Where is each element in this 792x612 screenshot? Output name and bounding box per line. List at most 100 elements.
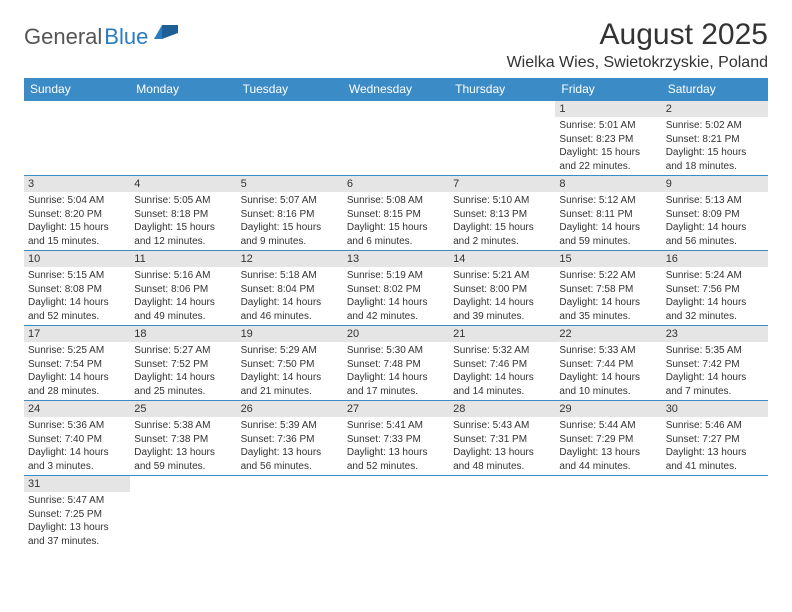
calendar-cell [237, 476, 343, 551]
day-number: 13 [343, 251, 449, 267]
calendar-cell: 23Sunrise: 5:35 AMSunset: 7:42 PMDayligh… [662, 326, 768, 401]
calendar-cell [555, 476, 661, 551]
day-data: Sunrise: 5:13 AMSunset: 8:09 PMDaylight:… [662, 192, 768, 250]
header-row: GeneralBlue August 2025 Wielka Wies, Swi… [24, 18, 768, 72]
day-number: 15 [555, 251, 661, 267]
day-data: Sunrise: 5:01 AMSunset: 8:23 PMDaylight:… [555, 117, 661, 175]
location: Wielka Wies, Swietokrzyskie, Poland [507, 54, 768, 72]
day-data: Sunrise: 5:18 AMSunset: 8:04 PMDaylight:… [237, 267, 343, 325]
day-number: 10 [24, 251, 130, 267]
logo-text-2: Blue [104, 24, 148, 50]
calendar-cell: 27Sunrise: 5:41 AMSunset: 7:33 PMDayligh… [343, 401, 449, 476]
day-header: Tuesday [237, 78, 343, 101]
logo-text-1: General [24, 24, 102, 50]
day-number: 22 [555, 326, 661, 342]
day-number: 6 [343, 176, 449, 192]
day-number: 5 [237, 176, 343, 192]
calendar-cell: 11Sunrise: 5:16 AMSunset: 8:06 PMDayligh… [130, 251, 236, 326]
day-data: Sunrise: 5:05 AMSunset: 8:18 PMDaylight:… [130, 192, 236, 250]
day-data: Sunrise: 5:27 AMSunset: 7:52 PMDaylight:… [130, 342, 236, 400]
day-data: Sunrise: 5:10 AMSunset: 8:13 PMDaylight:… [449, 192, 555, 250]
day-header: Thursday [449, 78, 555, 101]
calendar-cell: 16Sunrise: 5:24 AMSunset: 7:56 PMDayligh… [662, 251, 768, 326]
day-number: 8 [555, 176, 661, 192]
calendar-cell: 25Sunrise: 5:38 AMSunset: 7:38 PMDayligh… [130, 401, 236, 476]
day-number: 28 [449, 401, 555, 417]
logo-icon [154, 21, 182, 46]
day-number: 30 [662, 401, 768, 417]
calendar-cell: 29Sunrise: 5:44 AMSunset: 7:29 PMDayligh… [555, 401, 661, 476]
day-data: Sunrise: 5:07 AMSunset: 8:16 PMDaylight:… [237, 192, 343, 250]
calendar-cell [130, 101, 236, 176]
day-number: 17 [24, 326, 130, 342]
day-data: Sunrise: 5:32 AMSunset: 7:46 PMDaylight:… [449, 342, 555, 400]
day-data: Sunrise: 5:46 AMSunset: 7:27 PMDaylight:… [662, 417, 768, 475]
day-header: Monday [130, 78, 236, 101]
calendar-cell [449, 476, 555, 551]
calendar-cell [237, 101, 343, 176]
calendar-cell: 1Sunrise: 5:01 AMSunset: 8:23 PMDaylight… [555, 101, 661, 176]
day-number: 23 [662, 326, 768, 342]
day-data: Sunrise: 5:24 AMSunset: 7:56 PMDaylight:… [662, 267, 768, 325]
calendar-cell: 24Sunrise: 5:36 AMSunset: 7:40 PMDayligh… [24, 401, 130, 476]
calendar-cell: 20Sunrise: 5:30 AMSunset: 7:48 PMDayligh… [343, 326, 449, 401]
calendar-cell: 19Sunrise: 5:29 AMSunset: 7:50 PMDayligh… [237, 326, 343, 401]
calendar-cell: 22Sunrise: 5:33 AMSunset: 7:44 PMDayligh… [555, 326, 661, 401]
day-data: Sunrise: 5:38 AMSunset: 7:38 PMDaylight:… [130, 417, 236, 475]
day-data: Sunrise: 5:08 AMSunset: 8:15 PMDaylight:… [343, 192, 449, 250]
day-data: Sunrise: 5:15 AMSunset: 8:08 PMDaylight:… [24, 267, 130, 325]
day-number: 29 [555, 401, 661, 417]
day-data: Sunrise: 5:41 AMSunset: 7:33 PMDaylight:… [343, 417, 449, 475]
day-number: 4 [130, 176, 236, 192]
day-data: Sunrise: 5:21 AMSunset: 8:00 PMDaylight:… [449, 267, 555, 325]
day-header: Sunday [24, 78, 130, 101]
calendar-cell: 5Sunrise: 5:07 AMSunset: 8:16 PMDaylight… [237, 176, 343, 251]
calendar-cell [343, 101, 449, 176]
calendar-cell [449, 101, 555, 176]
day-number: 25 [130, 401, 236, 417]
logo: GeneralBlue [24, 24, 182, 50]
calendar-cell [662, 476, 768, 551]
day-number: 27 [343, 401, 449, 417]
day-number: 19 [237, 326, 343, 342]
day-number: 11 [130, 251, 236, 267]
calendar-cell: 9Sunrise: 5:13 AMSunset: 8:09 PMDaylight… [662, 176, 768, 251]
day-number: 1 [555, 101, 661, 117]
calendar-cell: 3Sunrise: 5:04 AMSunset: 8:20 PMDaylight… [24, 176, 130, 251]
day-number: 31 [24, 476, 130, 492]
day-number: 16 [662, 251, 768, 267]
calendar-cell: 18Sunrise: 5:27 AMSunset: 7:52 PMDayligh… [130, 326, 236, 401]
calendar-cell: 12Sunrise: 5:18 AMSunset: 8:04 PMDayligh… [237, 251, 343, 326]
calendar-cell: 28Sunrise: 5:43 AMSunset: 7:31 PMDayligh… [449, 401, 555, 476]
day-data: Sunrise: 5:30 AMSunset: 7:48 PMDaylight:… [343, 342, 449, 400]
day-data: Sunrise: 5:35 AMSunset: 7:42 PMDaylight:… [662, 342, 768, 400]
day-data: Sunrise: 5:12 AMSunset: 8:11 PMDaylight:… [555, 192, 661, 250]
day-data: Sunrise: 5:33 AMSunset: 7:44 PMDaylight:… [555, 342, 661, 400]
calendar-cell: 13Sunrise: 5:19 AMSunset: 8:02 PMDayligh… [343, 251, 449, 326]
day-data: Sunrise: 5:04 AMSunset: 8:20 PMDaylight:… [24, 192, 130, 250]
day-number: 24 [24, 401, 130, 417]
month-title: August 2025 [507, 18, 768, 52]
day-data: Sunrise: 5:36 AMSunset: 7:40 PMDaylight:… [24, 417, 130, 475]
calendar-cell: 17Sunrise: 5:25 AMSunset: 7:54 PMDayligh… [24, 326, 130, 401]
calendar-cell: 6Sunrise: 5:08 AMSunset: 8:15 PMDaylight… [343, 176, 449, 251]
calendar-cell: 14Sunrise: 5:21 AMSunset: 8:00 PMDayligh… [449, 251, 555, 326]
calendar-table: SundayMondayTuesdayWednesdayThursdayFrid… [24, 78, 768, 550]
calendar-cell [343, 476, 449, 551]
calendar-cell: 7Sunrise: 5:10 AMSunset: 8:13 PMDaylight… [449, 176, 555, 251]
day-number: 14 [449, 251, 555, 267]
calendar-cell: 10Sunrise: 5:15 AMSunset: 8:08 PMDayligh… [24, 251, 130, 326]
day-data: Sunrise: 5:02 AMSunset: 8:21 PMDaylight:… [662, 117, 768, 175]
day-data: Sunrise: 5:47 AMSunset: 7:25 PMDaylight:… [24, 492, 130, 550]
calendar-cell: 15Sunrise: 5:22 AMSunset: 7:58 PMDayligh… [555, 251, 661, 326]
day-data: Sunrise: 5:25 AMSunset: 7:54 PMDaylight:… [24, 342, 130, 400]
day-number: 26 [237, 401, 343, 417]
day-number: 18 [130, 326, 236, 342]
calendar-cell [24, 101, 130, 176]
calendar-cell: 26Sunrise: 5:39 AMSunset: 7:36 PMDayligh… [237, 401, 343, 476]
day-header: Friday [555, 78, 661, 101]
calendar-cell: 2Sunrise: 5:02 AMSunset: 8:21 PMDaylight… [662, 101, 768, 176]
day-data: Sunrise: 5:19 AMSunset: 8:02 PMDaylight:… [343, 267, 449, 325]
day-data: Sunrise: 5:22 AMSunset: 7:58 PMDaylight:… [555, 267, 661, 325]
day-header: Saturday [662, 78, 768, 101]
